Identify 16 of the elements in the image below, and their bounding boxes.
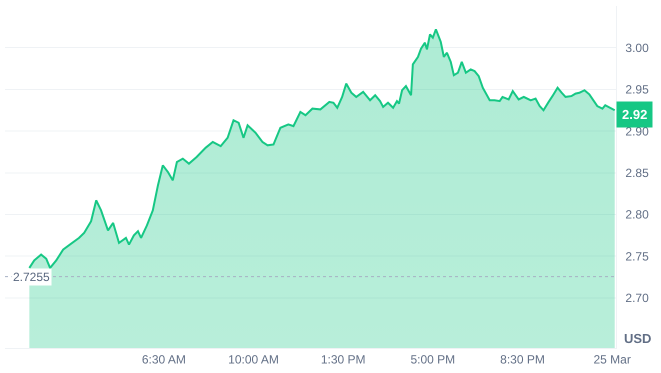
y-tick-label: 3.00: [625, 40, 650, 55]
y-tick-label: 2.80: [625, 208, 650, 222]
y-tick-label: 2.75: [625, 249, 650, 264]
y-tick-label: 2.90: [625, 124, 650, 138]
y-tick-label: 2.70: [625, 291, 650, 306]
ref-line-label: 2.7255: [13, 270, 50, 284]
y-axis-title: USD: [624, 331, 652, 346]
x-tick-label: 6:30 AM: [142, 352, 186, 366]
x-tick-label: 8:30 PM: [500, 352, 545, 366]
x-tick-label: 5:00 PM: [410, 352, 456, 366]
x-tick-label: 10:00 AM: [228, 352, 279, 366]
x-tick-label: 25 Mar: [593, 352, 631, 366]
annotation: 2.92: [622, 107, 648, 122]
y-tick-label: 2.85: [625, 166, 650, 180]
x-tick-label: 1:30 PM: [320, 352, 366, 366]
y-tick-label: 2.95: [625, 82, 650, 97]
